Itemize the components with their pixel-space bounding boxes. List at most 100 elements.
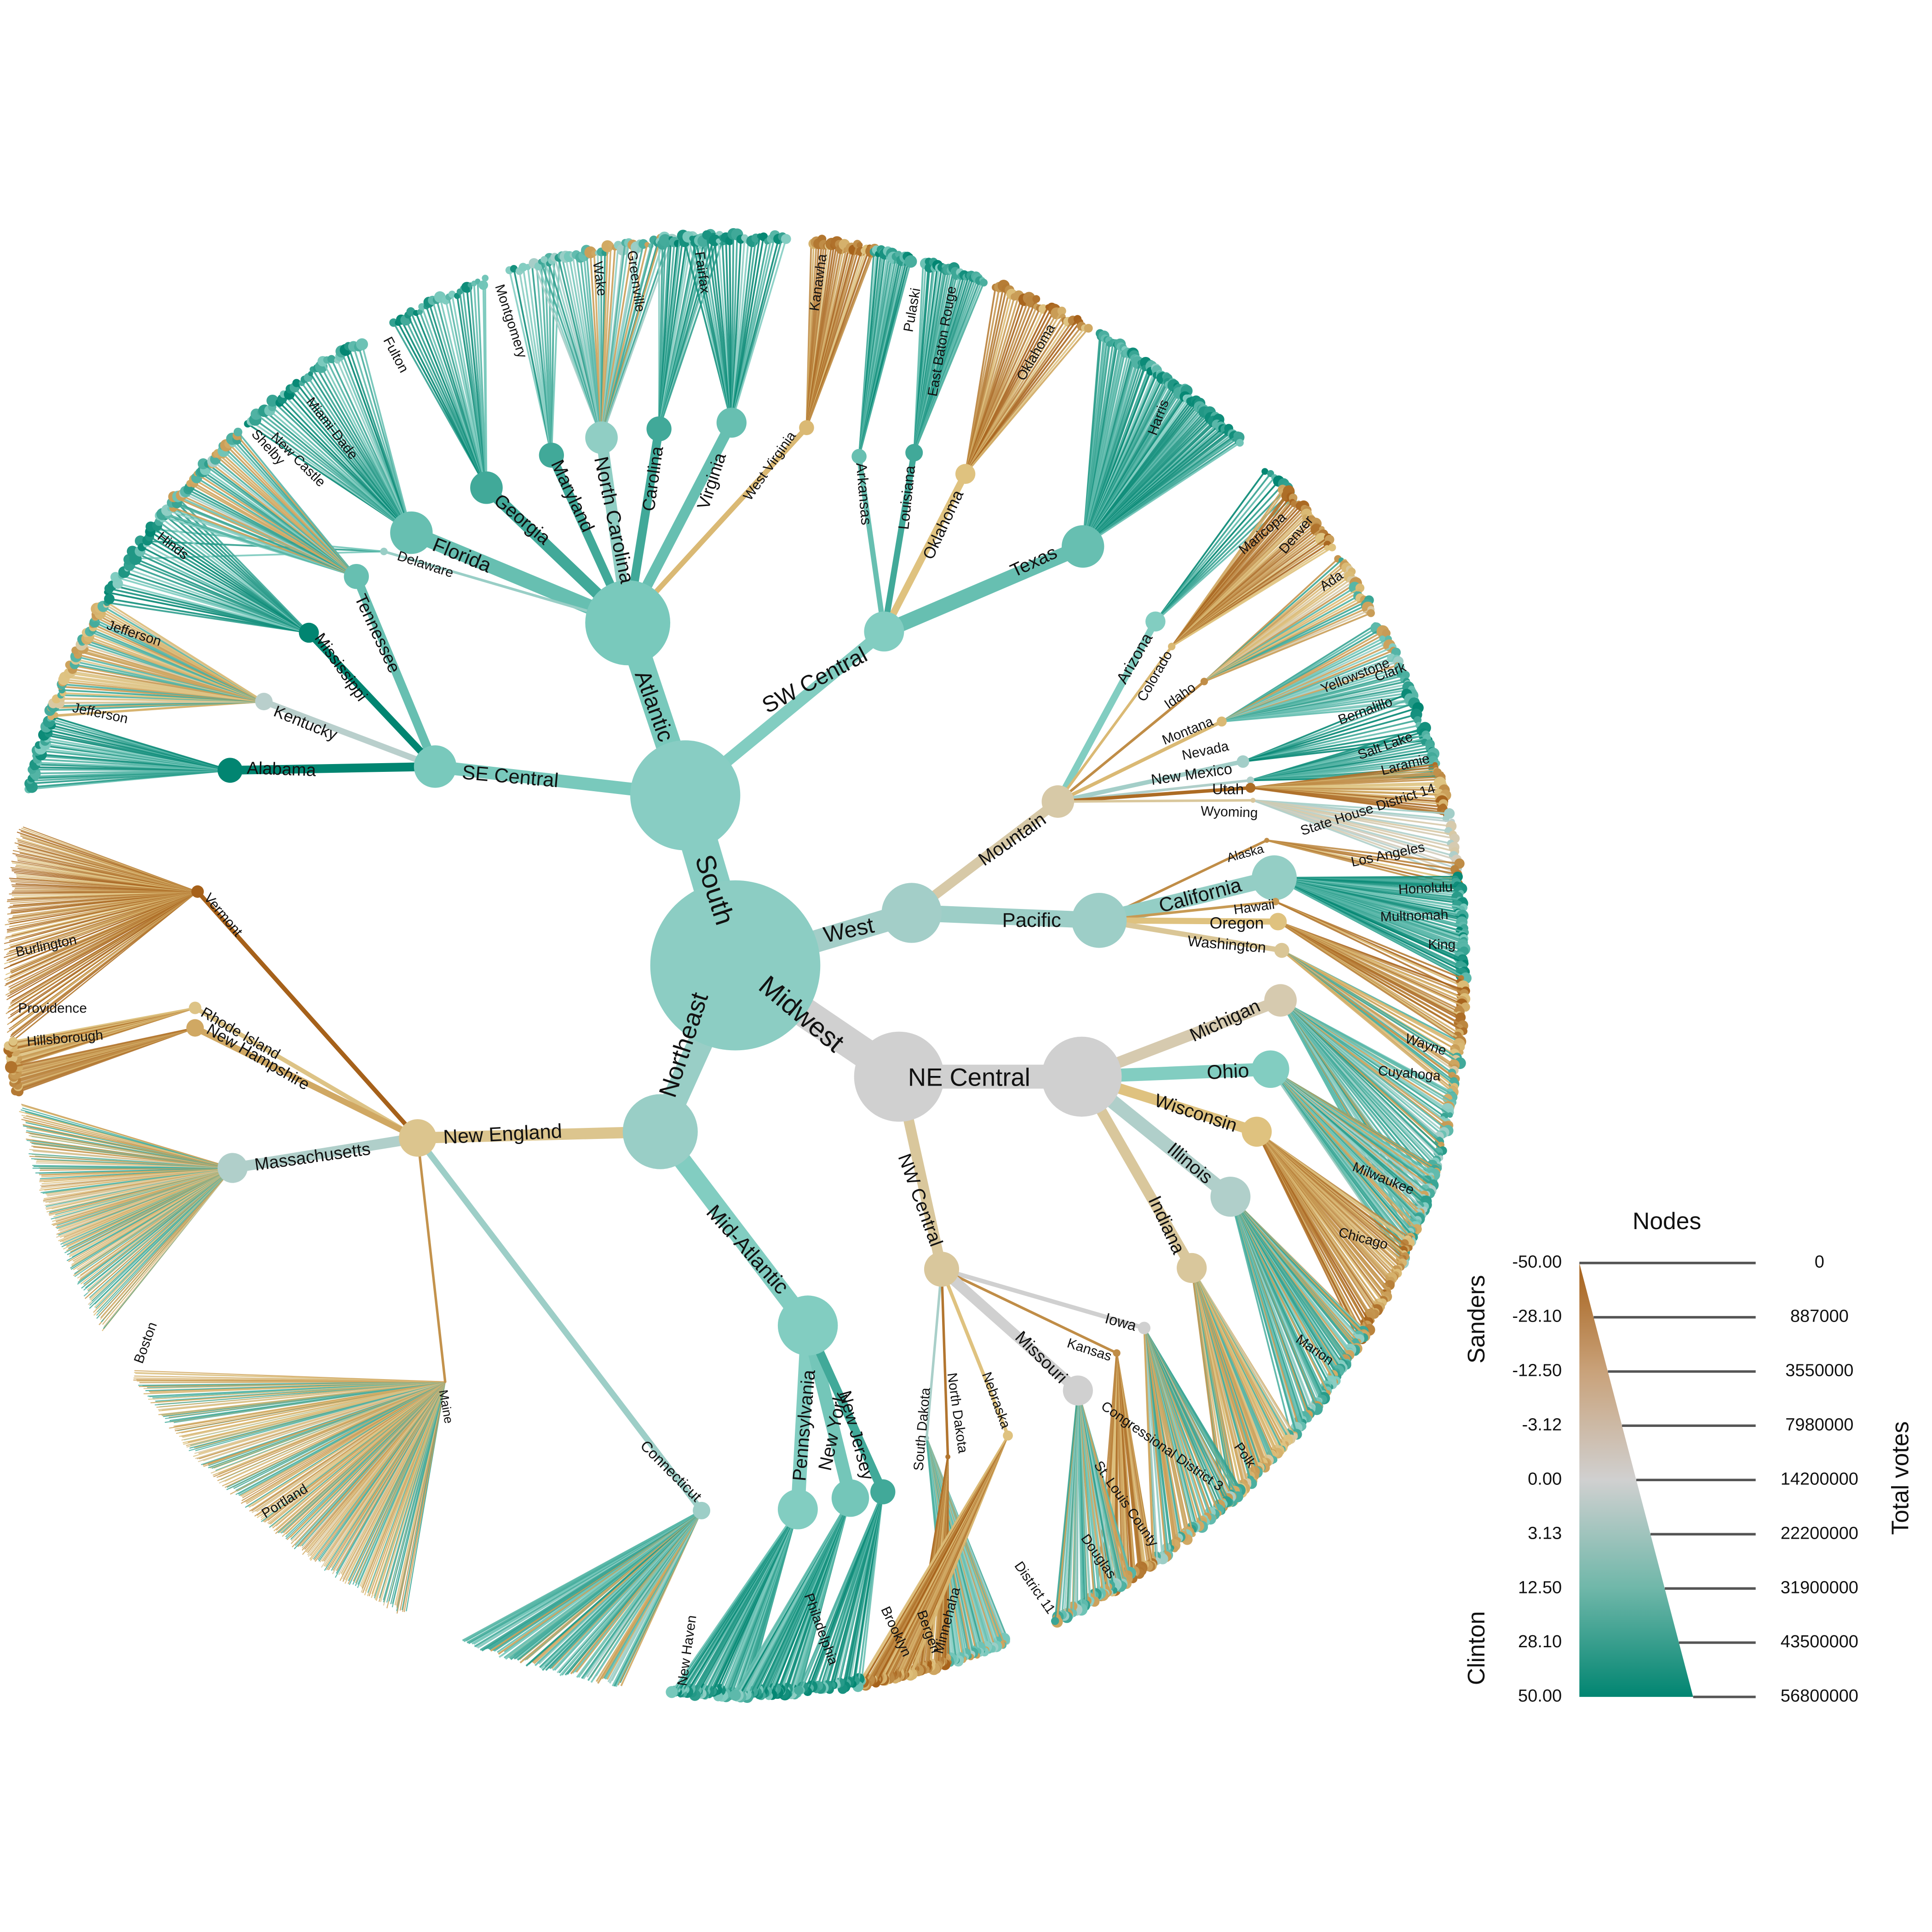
county-node	[1382, 629, 1391, 638]
county-fan	[679, 228, 791, 423]
tree-link	[1057, 645, 1173, 803]
division-node	[399, 1119, 437, 1157]
county-fan	[1256, 1131, 1415, 1345]
legend-margin-tick: -12.50	[1512, 1361, 1562, 1380]
division-node	[414, 745, 457, 788]
legend-votes-tick: 7980000	[1785, 1415, 1853, 1434]
county-fan	[730, 1497, 851, 1703]
state-label: Arkansas	[853, 462, 875, 526]
region-node	[854, 1031, 944, 1122]
legend-votes-tick: 0	[1815, 1253, 1824, 1272]
county-node	[904, 255, 917, 268]
tree-link	[1055, 620, 1159, 804]
county-link	[13, 891, 198, 1026]
region-node	[630, 740, 741, 851]
state-node	[470, 471, 503, 504]
region-node	[881, 883, 942, 943]
state-label: West Virginia	[741, 429, 799, 504]
state-label: New Hampshire	[204, 1020, 313, 1093]
state-node	[1210, 1177, 1251, 1217]
division-node	[1041, 1036, 1122, 1117]
county-node	[478, 280, 489, 290]
state-node	[693, 1501, 711, 1519]
state-label: Alabama	[247, 759, 316, 780]
county-node	[292, 379, 301, 387]
state-label: Iowa	[1103, 1310, 1138, 1334]
tree-link	[263, 698, 437, 770]
county-link	[798, 1491, 884, 1691]
county-label: Boston	[131, 1320, 160, 1366]
county-node	[518, 263, 528, 272]
county-node	[1328, 543, 1336, 552]
tree-link	[194, 1025, 419, 1141]
county-link	[23, 826, 198, 892]
county-link	[1221, 704, 1414, 723]
county-link	[1155, 480, 1280, 622]
county-link	[237, 431, 357, 577]
county-node	[418, 303, 426, 310]
tree-link	[941, 1268, 1117, 1354]
state-node	[1274, 943, 1289, 958]
state-node	[1245, 782, 1256, 793]
county-link	[361, 344, 413, 533]
county-link	[1242, 713, 1417, 763]
county-link	[11, 891, 198, 983]
county-link	[1266, 839, 1460, 865]
state-label: Nevada	[1180, 738, 1230, 763]
state-node	[1200, 678, 1208, 685]
county-link	[462, 1510, 702, 1642]
county-fan	[1275, 901, 1470, 994]
county-fan	[1051, 1390, 1136, 1628]
county-node	[110, 572, 121, 582]
division-node	[1071, 892, 1127, 948]
tree-link	[941, 1267, 1145, 1330]
legend-margin-tick: -3.12	[1522, 1415, 1562, 1434]
tree-link	[653, 1126, 815, 1331]
state-node	[380, 547, 388, 555]
tree-link	[938, 1265, 1081, 1395]
legend-votes-tick: 3550000	[1785, 1361, 1853, 1380]
tree-link	[1057, 759, 1244, 804]
county-fan	[24, 714, 230, 794]
county-node	[716, 238, 721, 244]
state-node	[1247, 776, 1254, 784]
county-link	[117, 582, 309, 634]
legend-votes-tick: 14200000	[1781, 1469, 1858, 1489]
county-link	[144, 1381, 445, 1395]
county-link	[1274, 877, 1466, 979]
legend-sanders-title: Sanders	[1463, 1275, 1489, 1363]
county-link	[222, 1381, 446, 1487]
county-link	[1256, 1131, 1359, 1340]
tree-link	[804, 1323, 887, 1494]
county-link	[150, 1381, 445, 1403]
tree-link	[231, 1133, 419, 1173]
division-label: SW Central	[758, 642, 871, 718]
tree-link	[908, 798, 1061, 917]
division-node	[1041, 785, 1075, 818]
state-node	[585, 421, 618, 454]
county-link	[805, 248, 876, 428]
state-node	[444, 1380, 447, 1383]
state-node	[1177, 1253, 1207, 1283]
tree-link	[1057, 680, 1205, 803]
county-node	[5, 1061, 17, 1074]
county-link	[860, 1435, 1009, 1680]
county-fan	[1277, 920, 1471, 1048]
state-node	[344, 564, 369, 589]
county-link	[858, 261, 912, 457]
county-link	[965, 328, 1089, 475]
county-link	[477, 281, 488, 488]
state-node	[870, 1479, 896, 1505]
tree-link	[415, 1136, 704, 1512]
division-label: Atlantic	[630, 667, 678, 745]
legend-ticks: -50.00 0 -28.10 887000 -12.50 3550000 -3.12 798…	[1512, 1253, 1858, 1706]
county-link	[10, 891, 198, 971]
county-link	[1155, 487, 1288, 622]
county-node	[266, 394, 279, 407]
county-link	[1204, 612, 1371, 683]
tree-link	[881, 452, 917, 632]
county-node	[540, 256, 548, 263]
tree-link	[1099, 917, 1278, 925]
county-link	[734, 1497, 851, 1696]
county-fan	[389, 275, 489, 489]
